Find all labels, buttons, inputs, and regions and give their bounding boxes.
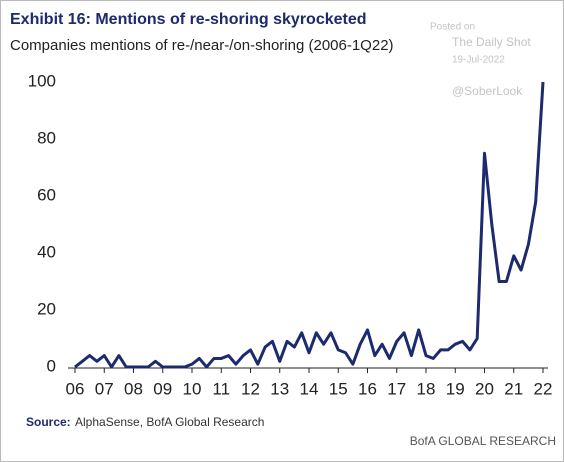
y-tick-label: 100 — [28, 71, 56, 90]
x-tick-label: 18 — [417, 379, 436, 398]
x-tick-label: 14 — [300, 379, 319, 398]
source: AlphaSense, BofA Global Research — [75, 415, 264, 429]
x-tick-label: 06 — [66, 379, 85, 398]
x-tick-label: 11 — [212, 379, 230, 398]
y-tick-label: 80 — [37, 128, 56, 147]
watermark: 19-Jul-2022 — [452, 55, 505, 66]
x-tick-label: 16 — [358, 379, 377, 398]
y-tick-label: 0 — [47, 356, 56, 375]
x-tick-label: 08 — [124, 379, 143, 398]
x-tick-label: 20 — [475, 379, 494, 398]
y-tick-label: 40 — [37, 242, 56, 261]
x-tick-label: 12 — [241, 379, 260, 398]
x-tick-label: 07 — [95, 379, 114, 398]
x-tick-label: 15 — [329, 379, 348, 398]
y-tick-label: 20 — [37, 299, 56, 318]
watermark: Posted on — [430, 22, 475, 33]
watermark: The Daily Shot — [452, 35, 531, 49]
x-tick-label: 22 — [534, 379, 553, 398]
x-tick-label: 19 — [446, 379, 465, 398]
y-tick-label: 60 — [37, 185, 56, 204]
brand: BofA GLOBAL RESEARCH — [410, 434, 556, 448]
source-label: Source: — [26, 415, 71, 429]
x-tick-label: 21 — [504, 379, 523, 398]
x-tick-label: 10 — [183, 379, 202, 398]
watermark: @SoberLook — [452, 84, 523, 98]
x-tick-label: 17 — [387, 379, 406, 398]
chart-title: Exhibit 16: Mentions of re-shoring skyro… — [10, 11, 367, 28]
chart-subtitle: Companies mentions of re-/near-/on-shori… — [10, 37, 394, 54]
data-line — [74, 81, 545, 369]
x-tick-label: 09 — [153, 379, 172, 398]
x-tick-label: 13 — [270, 379, 289, 398]
